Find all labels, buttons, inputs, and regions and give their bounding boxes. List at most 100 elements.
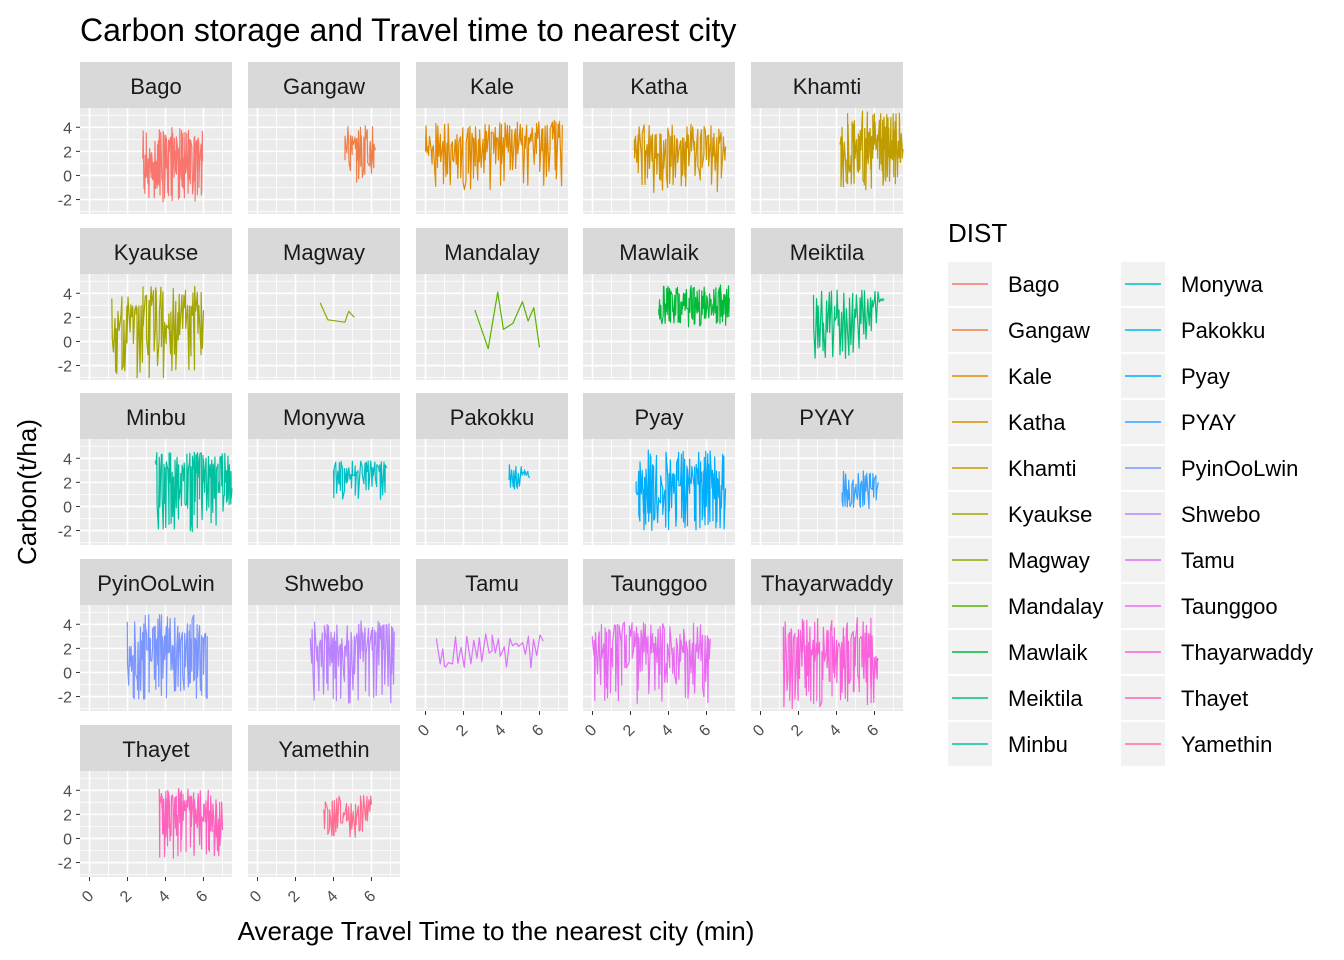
legend: DIST Bago Gangaw Kale Katha Khamti Kyaukse Mag… <box>948 218 1313 766</box>
legend-label: Thayarwaddy <box>1181 640 1313 665</box>
legend-item-katha: Katha <box>948 400 1066 444</box>
facet-tamu: Tamu <box>416 559 568 711</box>
panel-background <box>751 439 903 545</box>
series-line-pyay <box>841 470 879 510</box>
y-tick-label: 0 <box>63 665 72 682</box>
y-tick-label: -2 <box>58 359 72 376</box>
series-line-taunggoo <box>591 621 711 705</box>
facet-kyaukse: Kyaukse -2 0 2 4 <box>58 228 232 380</box>
legend-label: Pakokku <box>1181 318 1265 343</box>
series-line-mandalay <box>474 291 541 350</box>
facet-strip <box>751 228 903 274</box>
facet-thayarwaddy: Thayarwaddy <box>751 559 903 711</box>
y-tick-label: -2 <box>58 856 72 873</box>
series-line-monywa <box>332 460 388 500</box>
facet-strip-label: Magway <box>283 240 365 265</box>
legend-item-minbu: Minbu <box>948 722 1068 766</box>
facet-thayet: Thayet -2 0 2 4 <box>58 725 232 877</box>
facet-strip-label: Pyay <box>635 405 684 430</box>
legend-item-thayet: Thayet <box>1121 676 1248 720</box>
legend-label: Gangaw <box>1008 318 1090 343</box>
series-line-pyay <box>635 449 727 531</box>
series-line-tamu <box>435 633 544 669</box>
facet-strip <box>80 62 232 108</box>
facet-strip-label: Bago <box>130 74 181 99</box>
facet-pyay: Pyay <box>583 393 735 545</box>
series-line-gangaw <box>344 125 376 183</box>
x-axis-title: Average Travel Time to the nearest city … <box>238 916 755 946</box>
panel-background <box>751 108 903 214</box>
legend-item-tamu: Tamu <box>1121 538 1235 582</box>
legend-label: Minbu <box>1008 732 1068 757</box>
legend-label: Monywa <box>1181 272 1264 297</box>
legend-label: Mandalay <box>1008 594 1103 619</box>
facet-strip <box>416 393 568 439</box>
facet-katha: Katha <box>583 62 735 214</box>
legend-label: Taunggoo <box>1181 594 1278 619</box>
facet-strip <box>248 725 400 771</box>
facet-strip <box>248 228 400 274</box>
facet-mawlaik: Mawlaik <box>583 228 735 380</box>
series-line-pakokku <box>508 464 531 490</box>
facet-strip-label: PYAY <box>799 405 855 430</box>
series-line-thayet <box>158 787 224 859</box>
series-line-meiktila <box>812 289 885 359</box>
legend-label: Khamti <box>1008 456 1076 481</box>
legend-label: Tamu <box>1181 548 1235 573</box>
panel-grid <box>248 108 400 214</box>
legend-label: Meiktila <box>1008 686 1083 711</box>
facet-strip-label: Kyaukse <box>114 240 198 265</box>
facet-strip-label: Mandalay <box>444 240 539 265</box>
facet-strip-label: Katha <box>630 74 688 99</box>
series-line-khamti <box>839 110 904 191</box>
legend-label: Bago <box>1008 272 1059 297</box>
y-tick-label: 4 <box>63 120 72 137</box>
facet-strip-label: Pakokku <box>450 405 534 430</box>
facet-strip <box>751 393 903 439</box>
facet-strip-label: Thayet <box>122 737 189 762</box>
y-tick-label: -2 <box>58 524 72 541</box>
series-line-shwebo <box>309 620 395 704</box>
y-tick-label: 4 <box>63 451 72 468</box>
legend-item-pyay: PYAY <box>1121 400 1237 444</box>
y-tick-label: 2 <box>63 807 72 824</box>
legend-label: Kale <box>1008 364 1052 389</box>
panel-background <box>416 108 568 214</box>
legend-label: Yamethin <box>1181 732 1272 757</box>
y-tick-label: 2 <box>63 144 72 161</box>
panel-grid <box>248 274 400 380</box>
legend-label: Shwebo <box>1181 502 1261 527</box>
facet-strip-label: Mawlaik <box>619 240 699 265</box>
legend-label: PyinOoLwin <box>1181 456 1298 481</box>
facet-strip <box>416 62 568 108</box>
y-axis-title: Carbon(t/ha) <box>12 419 42 565</box>
chart-title: Carbon storage and Travel time to neares… <box>80 12 736 48</box>
facet-taunggoo: Taunggoo <box>583 559 735 711</box>
legend-item-yamethin: Yamethin <box>1121 722 1272 766</box>
series-line-kale <box>424 119 563 191</box>
facet-pakokku: Pakokku <box>416 393 568 545</box>
facet-pyay: PYAY <box>751 393 903 545</box>
facet-strip-label: Gangaw <box>283 74 365 99</box>
panel-background <box>248 274 400 380</box>
y-tick-label: 2 <box>63 310 72 327</box>
y-tick-label: 0 <box>63 499 72 516</box>
legend-items: Bago Gangaw Kale Katha Khamti Kyaukse Magway Ma… <box>948 262 1313 766</box>
series-line-minbu <box>154 451 233 533</box>
facet-minbu: Minbu -2 0 2 4 <box>58 393 233 545</box>
facet-strip <box>248 62 400 108</box>
series-line-magway <box>319 302 355 323</box>
facet-strip-label: Thayarwaddy <box>761 571 893 596</box>
legend-item-bago: Bago <box>948 262 1059 306</box>
facet-strip <box>80 559 232 605</box>
panel-background <box>248 108 400 214</box>
panel-grid <box>248 439 400 545</box>
legend-item-thayarwaddy: Thayarwaddy <box>1121 630 1313 674</box>
legend-item-mandalay: Mandalay <box>948 584 1103 628</box>
legend-item-khamti: Khamti <box>948 446 1076 490</box>
facet-strip <box>583 62 735 108</box>
facet-strip <box>80 725 232 771</box>
facet-strip-label: Tamu <box>465 571 519 596</box>
facet-monywa: Monywa <box>248 393 400 545</box>
facet-mandalay: Mandalay <box>416 228 568 380</box>
